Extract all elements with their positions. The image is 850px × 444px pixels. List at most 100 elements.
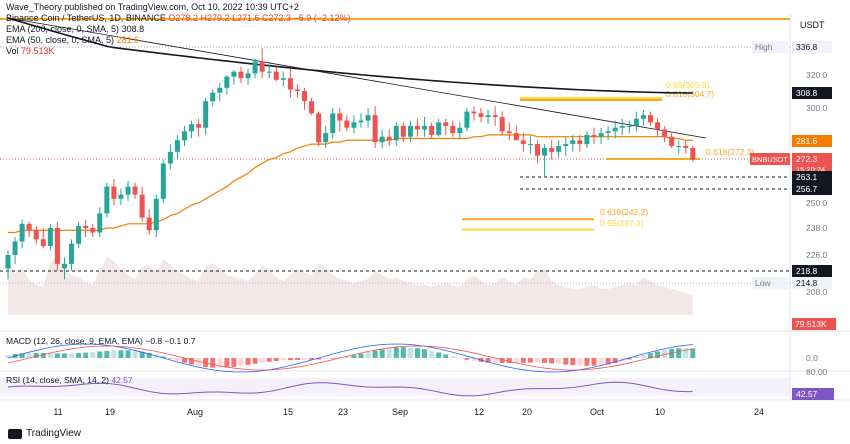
candle-body[interactable] [647, 115, 653, 123]
candle-body[interactable] [379, 136, 385, 143]
rsi-legend[interactable]: RSI (14, close, SMA, 14, 2) 42.57 [6, 375, 133, 385]
candle-body[interactable] [189, 124, 195, 132]
candle-body[interactable] [422, 125, 428, 130]
candle-body[interactable] [266, 71, 272, 73]
candle-body[interactable] [393, 125, 399, 141]
candle-body[interactable] [139, 194, 145, 218]
candle-body[interactable] [570, 140, 576, 145]
candle-body[interactable] [330, 113, 336, 134]
candle-body[interactable] [280, 78, 286, 80]
candle-body[interactable] [584, 134, 590, 145]
candle-body[interactable] [626, 125, 632, 127]
candle-body[interactable] [499, 116, 505, 132]
candle-body[interactable] [302, 91, 308, 102]
candle-body[interactable] [527, 144, 533, 146]
candle-body[interactable] [203, 101, 209, 128]
candle-body[interactable] [619, 125, 625, 128]
candle-body[interactable] [414, 125, 420, 130]
candle-body[interactable] [160, 163, 166, 199]
candle-body[interactable] [549, 147, 555, 152]
candle-body[interactable] [655, 122, 661, 130]
candle-body[interactable] [118, 194, 124, 199]
candle-body[interactable] [104, 186, 110, 214]
candle-body[interactable] [245, 73, 251, 79]
candle-body[interactable] [5, 255, 11, 269]
candle-body[interactable] [146, 217, 152, 231]
candle-body[interactable] [605, 131, 611, 134]
candle-body[interactable] [40, 239, 46, 246]
candle-body[interactable] [210, 92, 216, 102]
candle-body[interactable] [358, 120, 364, 123]
candle-body[interactable] [612, 127, 618, 132]
candle-body[interactable] [683, 146, 689, 148]
candle-body[interactable] [563, 144, 569, 147]
candle-body[interactable] [76, 225, 82, 244]
candle-body[interactable] [337, 113, 343, 121]
candle-body[interactable] [12, 241, 18, 256]
candle-body[interactable] [182, 131, 187, 141]
macd-legend[interactable]: MACD (12, 26, close, 9, EMA, EMA) −0.8 −… [6, 336, 196, 346]
candle-body[interactable] [273, 71, 279, 80]
candle-body[interactable] [598, 133, 604, 137]
candle-body[interactable] [464, 111, 470, 128]
candle-body[interactable] [436, 122, 442, 135]
candle-body[interactable] [443, 122, 449, 126]
candle-body[interactable] [238, 71, 244, 79]
candle-body[interactable] [407, 125, 413, 137]
candle-body[interactable] [33, 230, 39, 240]
candle-body[interactable] [167, 151, 173, 164]
candle-body[interactable] [259, 61, 265, 72]
candle-body[interactable] [520, 140, 526, 145]
candle-body[interactable] [344, 120, 350, 128]
candle-body[interactable] [471, 111, 477, 114]
candle-body[interactable] [506, 131, 512, 134]
candle-body[interactable] [640, 115, 646, 119]
candle-body[interactable] [83, 225, 89, 228]
candle-body[interactable] [69, 243, 75, 264]
candle-body[interactable] [196, 124, 202, 128]
candle-body[interactable] [690, 147, 696, 160]
candle-body[interactable] [492, 115, 498, 117]
candle-body[interactable] [309, 101, 315, 114]
candle-body[interactable] [224, 76, 230, 88]
candle-body[interactable] [633, 118, 639, 126]
candle-body[interactable] [372, 115, 378, 143]
candle-body[interactable] [351, 122, 357, 128]
candle-body[interactable] [252, 61, 258, 74]
candle-body[interactable] [457, 127, 463, 134]
candle-body[interactable] [513, 133, 519, 141]
candle-body[interactable] [231, 71, 237, 77]
candle-body[interactable] [662, 129, 668, 137]
candle-body[interactable] [61, 263, 67, 269]
candle-body[interactable] [97, 213, 103, 233]
candle-body[interactable] [676, 146, 682, 148]
candle-body[interactable] [316, 113, 322, 143]
candle-body[interactable] [591, 134, 597, 137]
candle-body[interactable] [294, 89, 300, 92]
candle-body[interactable] [485, 115, 491, 117]
candle-body[interactable] [577, 140, 583, 145]
ema50-legend[interactable]: EMA (50, close, 0, SMA, 5) 281.6 [6, 35, 140, 45]
candle-body[interactable] [323, 133, 329, 143]
candle-body[interactable] [478, 113, 484, 117]
candle-body[interactable] [54, 228, 60, 264]
vol-legend[interactable]: Vol 79.513K [6, 46, 55, 56]
candle-body[interactable] [174, 140, 180, 152]
candle-body[interactable] [429, 125, 435, 135]
candle-body[interactable] [47, 228, 53, 246]
candle-body[interactable] [26, 223, 32, 231]
candle-body[interactable] [386, 136, 392, 141]
candle-body[interactable] [90, 228, 96, 233]
candle-body[interactable] [365, 115, 371, 121]
candle-body[interactable] [132, 186, 138, 195]
candle-body[interactable] [450, 125, 456, 134]
candle-body[interactable] [287, 78, 293, 90]
ema200-legend[interactable]: EMA (200, close, 0, SMA, 5) 308.8 [6, 24, 145, 34]
candle-body[interactable] [542, 147, 548, 156]
candle-body[interactable] [556, 146, 562, 152]
candle-body[interactable] [535, 144, 540, 156]
candle-body[interactable] [669, 136, 675, 147]
candle-body[interactable] [19, 223, 25, 242]
candle-body[interactable] [217, 87, 223, 93]
